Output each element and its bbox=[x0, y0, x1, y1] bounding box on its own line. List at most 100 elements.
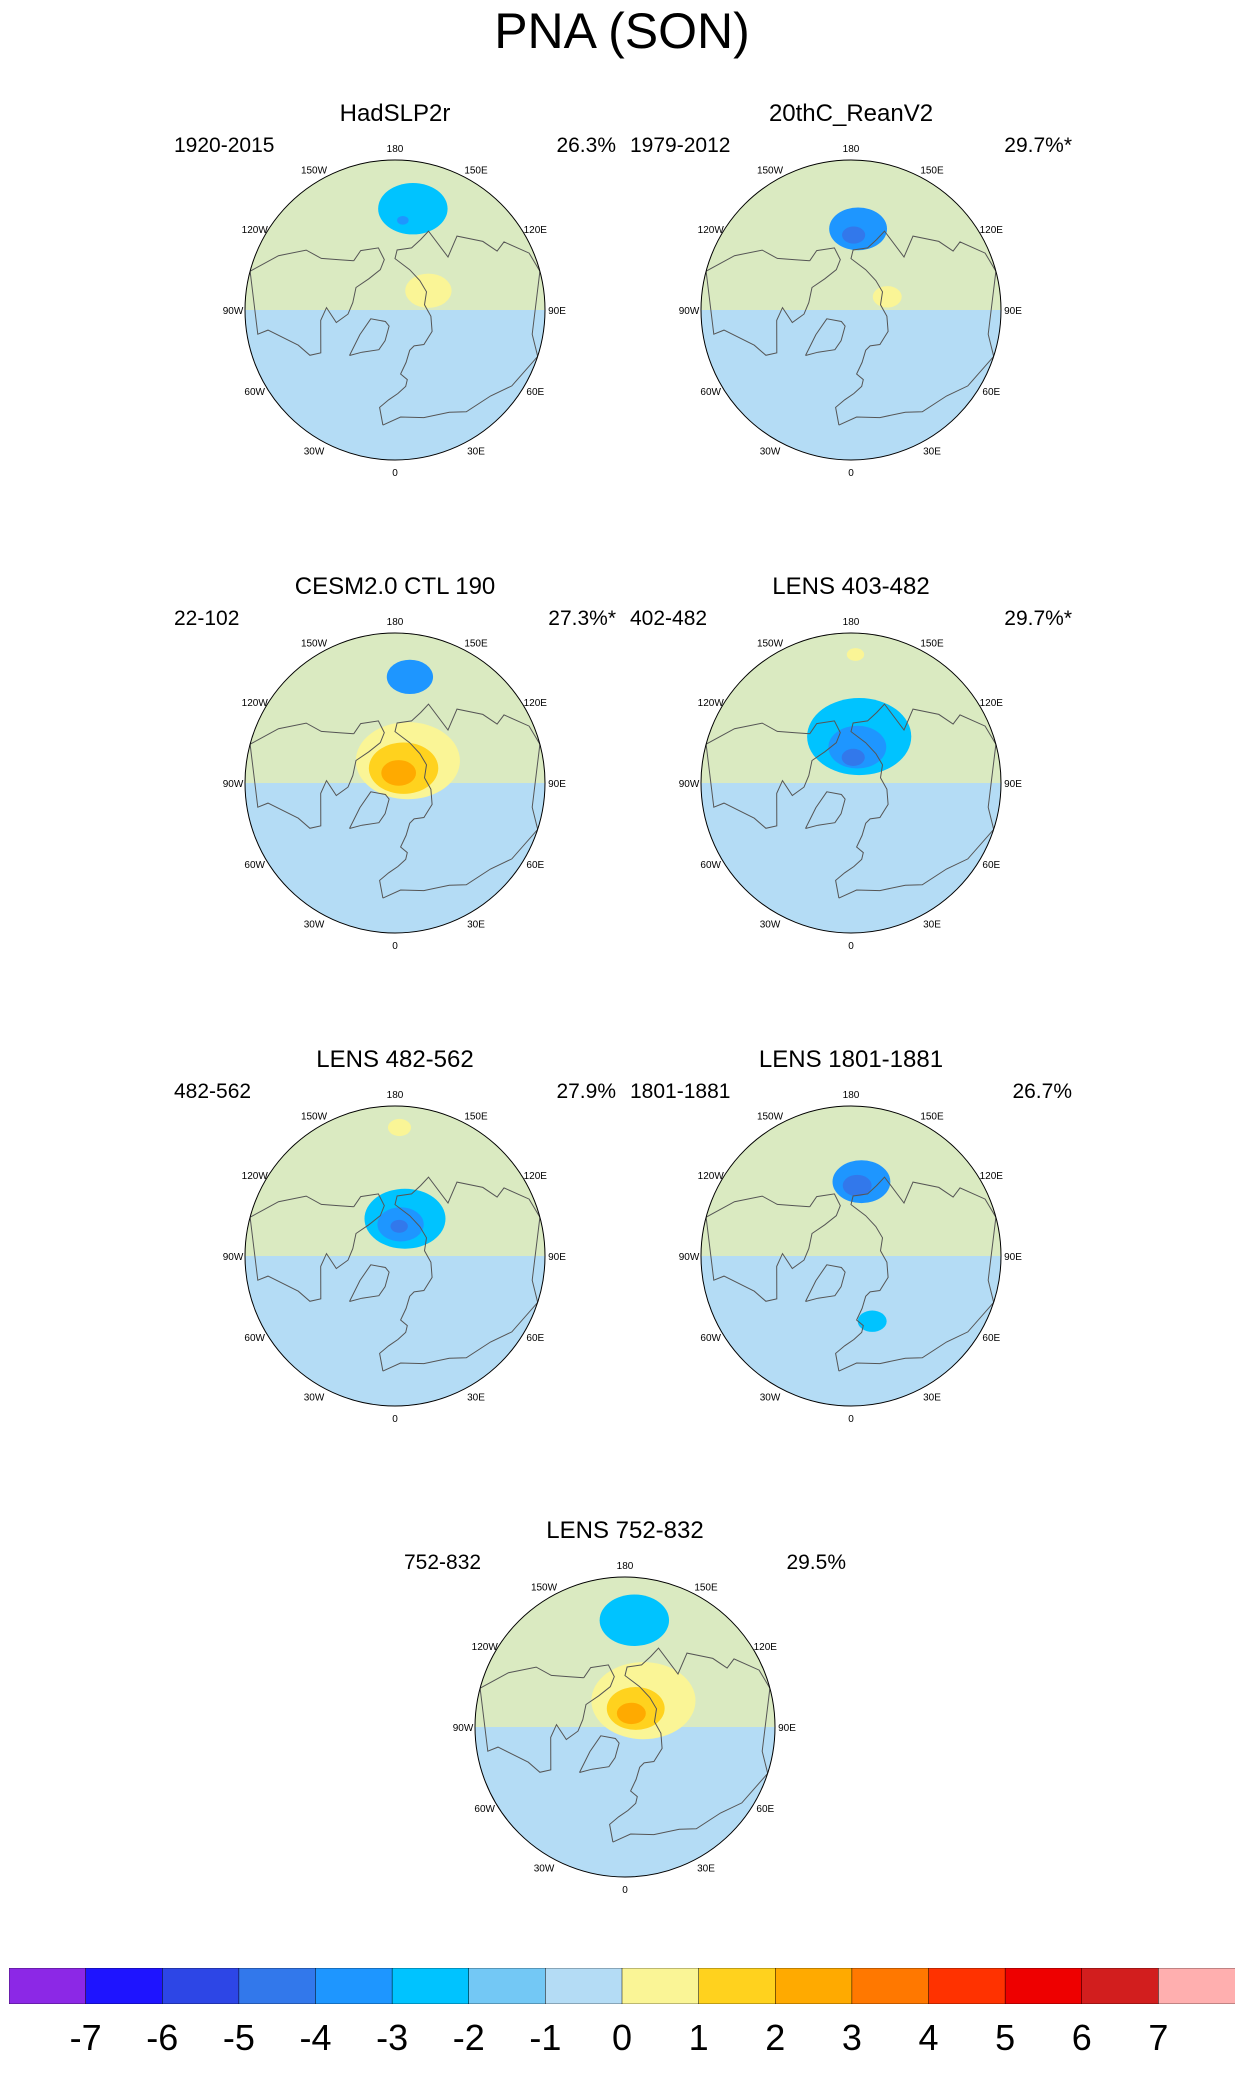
colorbar-tick-label: -1 bbox=[529, 2017, 562, 2058]
longitude-label: 30E bbox=[467, 446, 485, 457]
longitude-label: 60W bbox=[700, 387, 721, 398]
longitude-label: 60E bbox=[526, 860, 544, 871]
colorbar-tick-label: 6 bbox=[1071, 2017, 1092, 2058]
longitude-label: 30W bbox=[534, 1863, 555, 1874]
longitude-label: 120E bbox=[754, 1642, 778, 1653]
longitude-label: 120W bbox=[698, 225, 725, 236]
colorbar-tick-label: -3 bbox=[376, 2017, 409, 2058]
anomaly-contour bbox=[616, 1702, 646, 1725]
longitude-label: 30E bbox=[467, 919, 485, 930]
longitude-label: 60E bbox=[756, 1804, 774, 1815]
map-boundary bbox=[244, 1105, 546, 1407]
longitude-label: 120W bbox=[242, 698, 269, 709]
anomaly-contour bbox=[390, 1219, 408, 1233]
longitude-label: 30E bbox=[923, 446, 941, 457]
longitude-label: 120W bbox=[242, 225, 269, 236]
panel-period: 1979-2012 bbox=[630, 134, 731, 157]
panel-variance: 27.9% bbox=[556, 1080, 616, 1103]
map-panel: CESM2.0 CTL 190 22-102 27.3%* 180 150W 150… bbox=[160, 573, 630, 1023]
panel-title: CESM2.0 CTL 190 bbox=[294, 573, 496, 600]
longitude-label: 0 bbox=[392, 468, 398, 479]
longitude-label: 150E bbox=[464, 166, 488, 177]
panel-variance: 29.7%* bbox=[1004, 134, 1072, 157]
longitude-label: 0 bbox=[848, 1414, 854, 1425]
anomaly-contour bbox=[599, 1594, 670, 1646]
longitude-label: 0 bbox=[848, 941, 854, 952]
colorbar-swatch bbox=[1158, 1968, 1235, 2004]
anomaly-contour bbox=[842, 226, 866, 244]
longitude-label: 120E bbox=[980, 1171, 1004, 1182]
colorbar-tick-label: -6 bbox=[146, 2017, 179, 2058]
colorbar-tick-label: 5 bbox=[995, 2017, 1016, 2058]
anomaly-contour bbox=[378, 182, 448, 235]
longitude-label: 90W bbox=[223, 306, 244, 317]
colorbar-swatch bbox=[468, 1968, 547, 2004]
background-field bbox=[475, 1577, 775, 1727]
anomaly-contour bbox=[397, 216, 409, 225]
coastline bbox=[835, 1176, 997, 1372]
colorbar-swatch bbox=[85, 1968, 163, 2004]
map-panel: LENS 1801-1881 1801-1881 26.7% 180 150W 15… bbox=[616, 1046, 1086, 1496]
longitude-label: 90W bbox=[679, 306, 700, 317]
map-boundary bbox=[700, 632, 1002, 934]
colorbar-tick-label: 4 bbox=[918, 2017, 939, 2058]
longitude-label: 150W bbox=[757, 639, 784, 650]
colorbar bbox=[9, 1968, 1235, 2004]
colorbar-swatch bbox=[698, 1968, 776, 2004]
coastline bbox=[835, 703, 997, 899]
polar-map: 180 150W 150E 120W 120E 90W 90E 60W 60E 30W 30E 0 bbox=[679, 144, 1023, 479]
polar-map: 180 150W 150E 120W 120E 90W 90E 60W 60E 30W 30E 0 bbox=[453, 1561, 797, 1896]
polar-map: 180 150W 150E 120W 120E 90W 90E 60W 60E 30W 30E 0 bbox=[223, 144, 567, 479]
panel-title: LENS 482-562 bbox=[316, 1046, 474, 1073]
longitude-label: 90W bbox=[679, 779, 700, 790]
longitude-label: 120E bbox=[524, 1171, 548, 1182]
longitude-label: 180 bbox=[843, 1090, 860, 1101]
colorbar-tick-label: 1 bbox=[688, 2017, 709, 2058]
longitude-label: 150W bbox=[757, 1112, 784, 1123]
anomaly-contour bbox=[841, 748, 865, 766]
background-field bbox=[245, 160, 545, 310]
panel-period: 402-482 bbox=[630, 607, 708, 630]
colorbar-swatch bbox=[1081, 1968, 1160, 2004]
longitude-label: 120W bbox=[698, 698, 725, 709]
map-boundary bbox=[700, 1105, 1002, 1407]
colorbar-swatch bbox=[545, 1968, 623, 2004]
colorbar-tick-label: -4 bbox=[299, 2017, 332, 2058]
colorbar-swatch bbox=[928, 1968, 1006, 2004]
longitude-label: 150W bbox=[301, 639, 328, 650]
coastline bbox=[349, 791, 390, 829]
panel-variance: 29.5% bbox=[786, 1551, 846, 1574]
background-field bbox=[245, 633, 545, 783]
panel-title: LENS 1801-1881 bbox=[758, 1046, 944, 1073]
coastline bbox=[609, 1647, 771, 1843]
anomaly-contour bbox=[872, 286, 902, 308]
anomaly-contour bbox=[386, 659, 434, 695]
polar-map: 180 150W 150E 120W 120E 90W 90E 60W 60E 30W 30E 0 bbox=[679, 617, 1023, 952]
longitude-label: 60E bbox=[982, 387, 1000, 398]
longitude-label: 180 bbox=[387, 144, 404, 155]
colorbar-swatch bbox=[391, 1968, 470, 2004]
map-panel: HadSLP2r 1920-2015 26.3% 180 150W 150E 120W… bbox=[160, 100, 630, 550]
polar-map: 180 150W 150E 120W 120E 90W 90E 60W 60E 30W 30E 0 bbox=[223, 617, 567, 952]
panel-variance: 26.7% bbox=[1012, 1080, 1072, 1103]
longitude-label: 30E bbox=[923, 1392, 941, 1403]
coastline bbox=[579, 1735, 620, 1773]
longitude-label: 120E bbox=[524, 225, 548, 236]
coastline bbox=[249, 247, 385, 356]
longitude-label: 150W bbox=[301, 166, 328, 177]
longitude-label: 150E bbox=[464, 639, 488, 650]
longitude-label: 90W bbox=[679, 1252, 700, 1263]
longitude-label: 60W bbox=[244, 860, 265, 871]
panel-variance: 26.3% bbox=[556, 134, 616, 157]
polar-map: 180 150W 150E 120W 120E 90W 90E 60W 60E 30W 30E 0 bbox=[679, 1090, 1023, 1425]
colorbar-swatch bbox=[1004, 1968, 1083, 2004]
background-field bbox=[245, 1106, 545, 1256]
panel-title: HadSLP2r bbox=[339, 100, 451, 127]
longitude-label: 60E bbox=[526, 1333, 544, 1344]
panel-title: LENS 752-832 bbox=[546, 1517, 704, 1544]
longitude-label: 150W bbox=[531, 1583, 558, 1594]
map-panel: LENS 752-832 752-832 29.5% 180 150W 150E 12… bbox=[390, 1517, 860, 1967]
longitude-label: 90W bbox=[223, 1252, 244, 1263]
longitude-label: 150E bbox=[920, 166, 944, 177]
coastline bbox=[705, 720, 841, 829]
